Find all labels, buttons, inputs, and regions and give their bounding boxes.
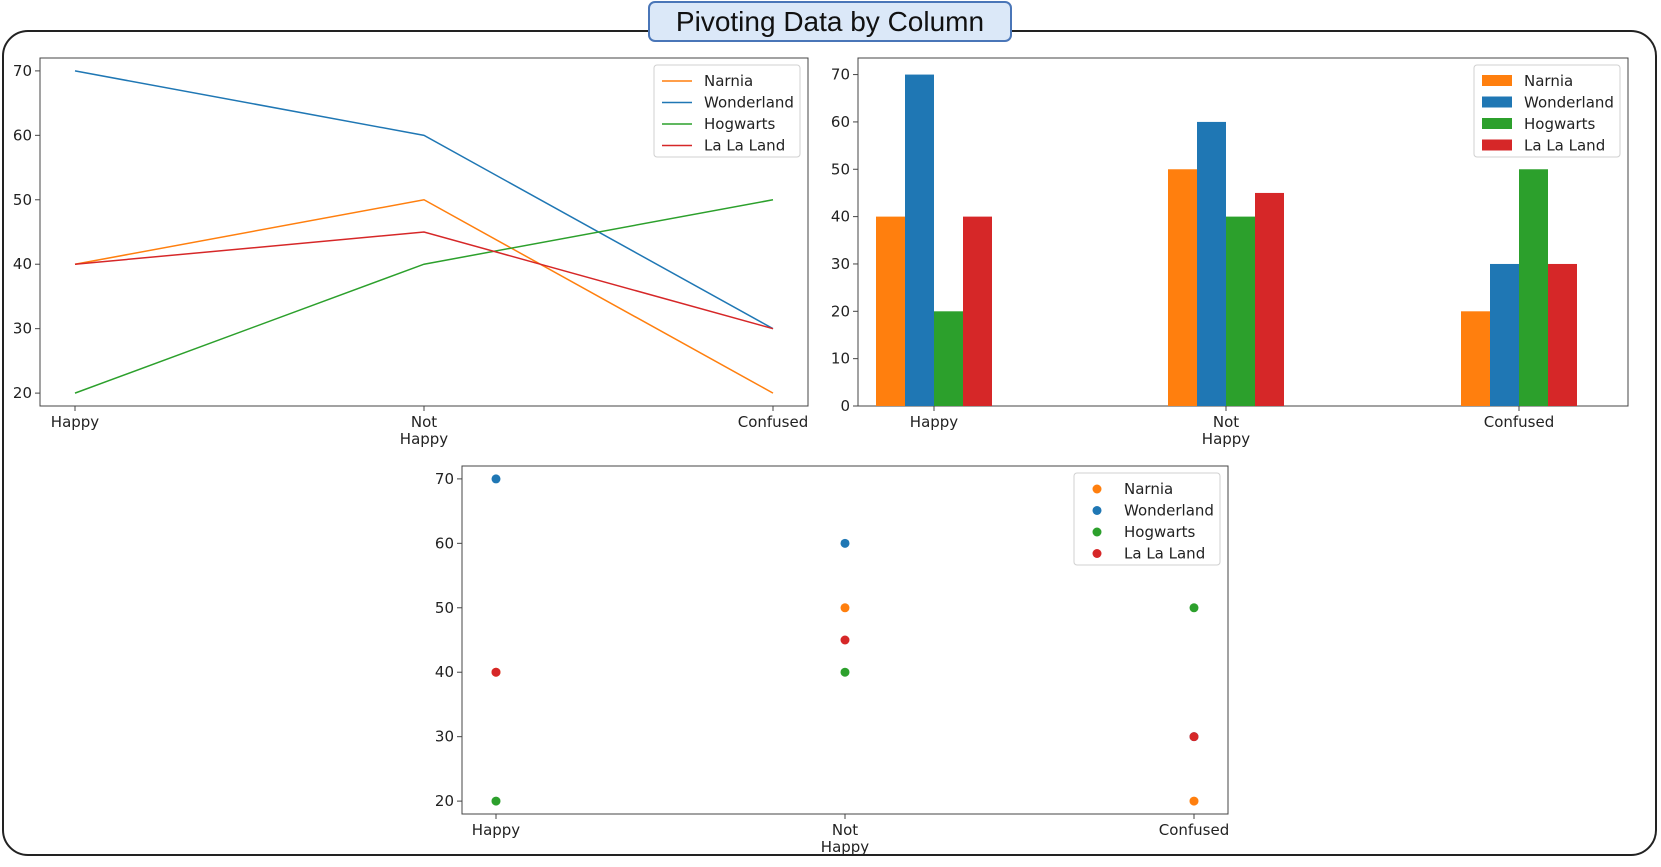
legend-narnia-swatch: [1482, 75, 1512, 86]
legend-narnia-label: Narnia: [704, 72, 753, 90]
bar-wonderland-happy: [905, 74, 934, 407]
point-la-la-land-not-happy: [840, 635, 850, 645]
bar-la-la-land-happy: [963, 216, 992, 406]
point-narnia-confused: [1189, 796, 1199, 806]
legend-bar: Narnia Wonderland Hogwarts La La Land: [1473, 64, 1621, 158]
point-hogwarts-not-happy: [840, 667, 850, 677]
point-hogwarts-happy: [491, 796, 501, 806]
y-tick-label-30: 30: [831, 255, 850, 273]
y-tick-label-30: 30: [435, 728, 454, 746]
legend-la-la-land-label: La La Land: [1124, 545, 1205, 563]
y-tick-label-20: 20: [831, 302, 850, 320]
legend-la-la-land-label: La La Land: [1524, 137, 1605, 155]
bar-hogwarts-confused: [1519, 169, 1548, 406]
y-tick-label-60: 60: [435, 534, 454, 552]
legend-box: [1073, 472, 1221, 566]
bar-narnia-happy: [876, 216, 905, 406]
y-tick-label-60: 60: [831, 113, 850, 131]
y-tick-label-20: 20: [13, 384, 32, 402]
line-series-narnia: [74, 198, 774, 394]
y-tick-label-40: 40: [435, 663, 454, 681]
legend-la-la-land-label: La La Land: [704, 137, 785, 155]
line-series-hogwarts: [74, 199, 774, 394]
legend-wonderland-label: Wonderland: [1124, 502, 1214, 520]
bar-hogwarts-happy: [934, 311, 963, 406]
legend-wonderland-swatch: [1092, 506, 1102, 515]
bar-narnia-not-happy: [1168, 169, 1197, 406]
figure-title: Pivoting Data by Column: [648, 1, 1012, 42]
y-tick-label-60: 60: [13, 126, 32, 144]
legend-narnia-label: Narnia: [1124, 480, 1173, 498]
legend-hogwarts-swatch: [1482, 118, 1512, 129]
x-tick-label-happy: Happy: [910, 413, 959, 431]
x-tick-label-happy: Happy: [821, 838, 870, 856]
x-tick-label-confused: Confused: [738, 413, 809, 431]
legend-wonderland-swatch: [1482, 96, 1512, 108]
y-tick-label-30: 30: [13, 320, 32, 338]
legend-la-la-land-swatch: [1092, 549, 1102, 558]
legend-box: [653, 64, 801, 158]
y-tick-label-0: 0: [840, 397, 850, 415]
x-tick-label-not: Not: [1213, 413, 1239, 431]
point-hogwarts-confused: [1189, 603, 1199, 613]
legend-la-la-land-swatch: [1482, 139, 1512, 151]
point-wonderland-not-happy: [840, 538, 850, 548]
point-la-la-land-confused: [1189, 732, 1199, 742]
y-tick-label-50: 50: [435, 599, 454, 617]
x-tick-label-not: Not: [832, 821, 858, 839]
line-series-la-la-land: [74, 231, 774, 330]
legend-box: [1473, 64, 1621, 158]
legend-line: Narnia Wonderland Hogwarts La La Land: [653, 64, 801, 158]
bar-wonderland-not-happy: [1197, 121, 1226, 406]
legend-hogwarts-label: Hogwarts: [1124, 523, 1195, 541]
y-tick-label-70: 70: [831, 66, 850, 84]
point-la-la-land-happy: [491, 667, 501, 677]
y-tick-label-40: 40: [13, 255, 32, 273]
line-series-wonderland: [74, 70, 774, 330]
point-wonderland-happy: [491, 474, 501, 484]
legend-hogwarts-label: Hogwarts: [704, 115, 775, 133]
x-tick-label-happy: Happy: [51, 413, 100, 431]
x-tick-label-happy: Happy: [400, 430, 449, 448]
y-tick-label-50: 50: [13, 191, 32, 209]
x-tick-label-happy: Happy: [472, 821, 521, 839]
legend-narnia-swatch: [1092, 484, 1102, 494]
legend-hogwarts-swatch: [1092, 527, 1102, 537]
y-tick-label-10: 10: [831, 350, 850, 368]
x-tick-label-happy: Happy: [1202, 430, 1251, 448]
y-tick-label-20: 20: [435, 792, 454, 810]
bar-wonderland-confused: [1490, 263, 1519, 406]
y-tick-label-50: 50: [831, 160, 850, 178]
legend-scatter: Narnia Wonderland Hogwarts La La Land: [1073, 472, 1221, 566]
bar-la-la-land-not-happy: [1255, 192, 1284, 406]
legend-wonderland-label: Wonderland: [1524, 94, 1614, 112]
figure-frame: [2, 30, 1657, 856]
legend-wonderland-label: Wonderland: [704, 94, 794, 112]
bar-narnia-confused: [1461, 311, 1490, 406]
y-tick-label-40: 40: [831, 208, 850, 226]
bar-la-la-land-confused: [1548, 263, 1577, 406]
x-tick-label-not: Not: [411, 413, 437, 431]
legend-hogwarts-label: Hogwarts: [1524, 115, 1595, 133]
point-narnia-not-happy: [840, 603, 850, 613]
y-tick-label-70: 70: [435, 470, 454, 488]
bar-hogwarts-not-happy: [1226, 216, 1255, 406]
y-tick-label-70: 70: [13, 62, 32, 80]
x-tick-label-confused: Confused: [1159, 821, 1230, 839]
x-tick-label-confused: Confused: [1484, 413, 1555, 431]
legend-narnia-label: Narnia: [1524, 72, 1573, 90]
